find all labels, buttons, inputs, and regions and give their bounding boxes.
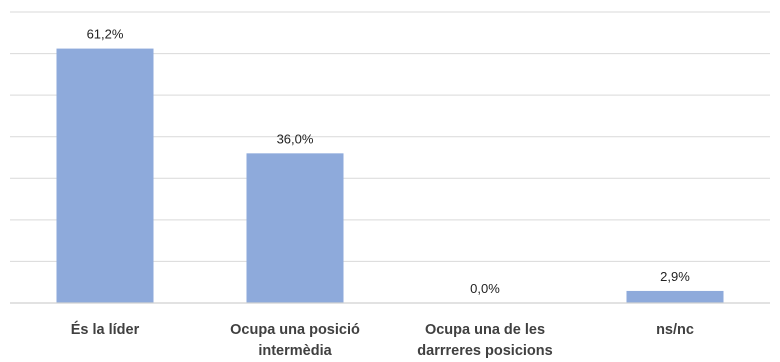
category-label: És la líder [71,321,140,338]
data-label: 2,9% [660,269,690,284]
category-label: ns/nc [656,322,694,338]
data-label: 61,2% [87,27,124,42]
bar [626,290,724,303]
category-label: intermèdia [258,343,332,359]
data-label: 0,0% [470,281,500,296]
category-label: darrreres posicions [417,343,552,359]
bar [246,153,344,303]
bar [56,48,154,303]
data-label: 36,0% [277,131,314,146]
category-label: Ocupa una posició [230,322,360,338]
category-label: Ocupa una de les [425,322,545,338]
